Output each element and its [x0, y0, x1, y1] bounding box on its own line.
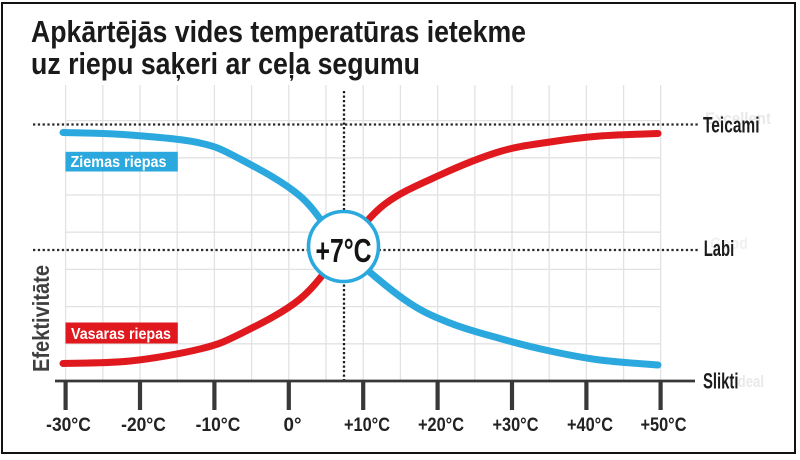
svg-text:+40°C: +40°C — [567, 415, 613, 436]
svg-text:Labi: Labi — [704, 236, 735, 261]
svg-text:Apkārtējās vides temperatūras: Apkārtējās vides temperatūras ietekme — [31, 14, 526, 49]
svg-text:Slikti: Slikti — [703, 369, 739, 394]
svg-text:Teicami: Teicami — [703, 113, 760, 138]
svg-text:-20°C: -20°C — [121, 415, 166, 436]
svg-text:Vasaras riepas: Vasaras riepas — [71, 326, 171, 343]
svg-text:+30°C: +30°C — [493, 415, 539, 436]
svg-text:-30°C: -30°C — [46, 415, 91, 436]
svg-text:Ideal: Ideal — [734, 372, 764, 391]
svg-text:Good: Good — [710, 234, 748, 253]
svg-text:0°: 0° — [284, 415, 302, 436]
svg-text:+7°C: +7°C — [316, 232, 372, 269]
svg-text:+10°C: +10°C — [344, 415, 390, 436]
svg-text:Ziemas riepas: Ziemas riepas — [71, 154, 167, 171]
svg-text:Efektivitāte: Efektivitāte — [28, 265, 54, 372]
svg-text:+20°C: +20°C — [418, 415, 464, 436]
svg-text:+50°C: +50°C — [641, 415, 687, 436]
svg-text:uz riepu saķeri ar ceļa segumu: uz riepu saķeri ar ceļa segumu — [31, 46, 420, 81]
svg-text:-10°C: -10°C — [196, 415, 241, 436]
svg-text:Excellent: Excellent — [705, 109, 771, 128]
